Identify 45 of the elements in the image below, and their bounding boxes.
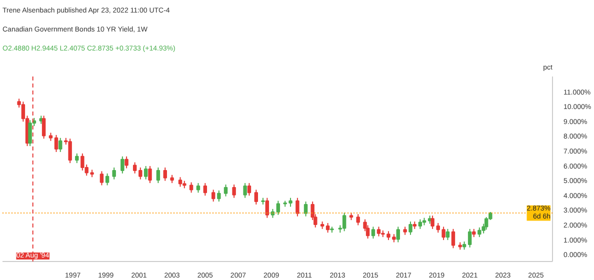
candlestick (105, 172, 110, 186)
candlestick (265, 197, 270, 218)
candlestick (296, 197, 300, 217)
candlestick (326, 222, 330, 234)
candlestick (396, 226, 400, 243)
candlestick (217, 190, 221, 202)
candlestick (196, 182, 200, 194)
candlestick (211, 189, 216, 202)
candlestick (224, 184, 228, 197)
candlestick (418, 218, 422, 230)
candlestick (163, 167, 167, 182)
candlestick (484, 216, 488, 230)
candlestick (112, 167, 116, 180)
candlestick (371, 226, 376, 240)
candlestick (58, 137, 62, 152)
candlestick (376, 226, 381, 237)
candlestick (124, 156, 128, 169)
candlestick (478, 226, 482, 238)
candlestick (203, 182, 208, 196)
candlestick (75, 152, 79, 164)
candlestick (451, 228, 456, 249)
candlestick (156, 167, 160, 184)
candlestick (232, 184, 236, 198)
candlestick (243, 182, 247, 198)
candlestick (144, 166, 148, 180)
candlestick (342, 212, 346, 232)
candlestick (138, 167, 142, 180)
candlestick (28, 120, 32, 147)
candlestick (468, 228, 472, 248)
candlestick (408, 221, 412, 236)
candlestick (276, 200, 280, 216)
candlestick (446, 228, 450, 241)
candlestick (54, 134, 58, 152)
candlestick (247, 182, 252, 196)
candlestick (430, 215, 434, 230)
candlestick (178, 176, 182, 188)
candlestick (304, 201, 308, 217)
candlestick (120, 156, 124, 174)
candlestick (356, 214, 360, 226)
candlestick (68, 138, 72, 164)
candlestick (254, 189, 258, 206)
candlestick (100, 170, 104, 186)
candlestick (148, 166, 152, 184)
candlestick (189, 182, 194, 194)
candlestick (132, 162, 137, 174)
